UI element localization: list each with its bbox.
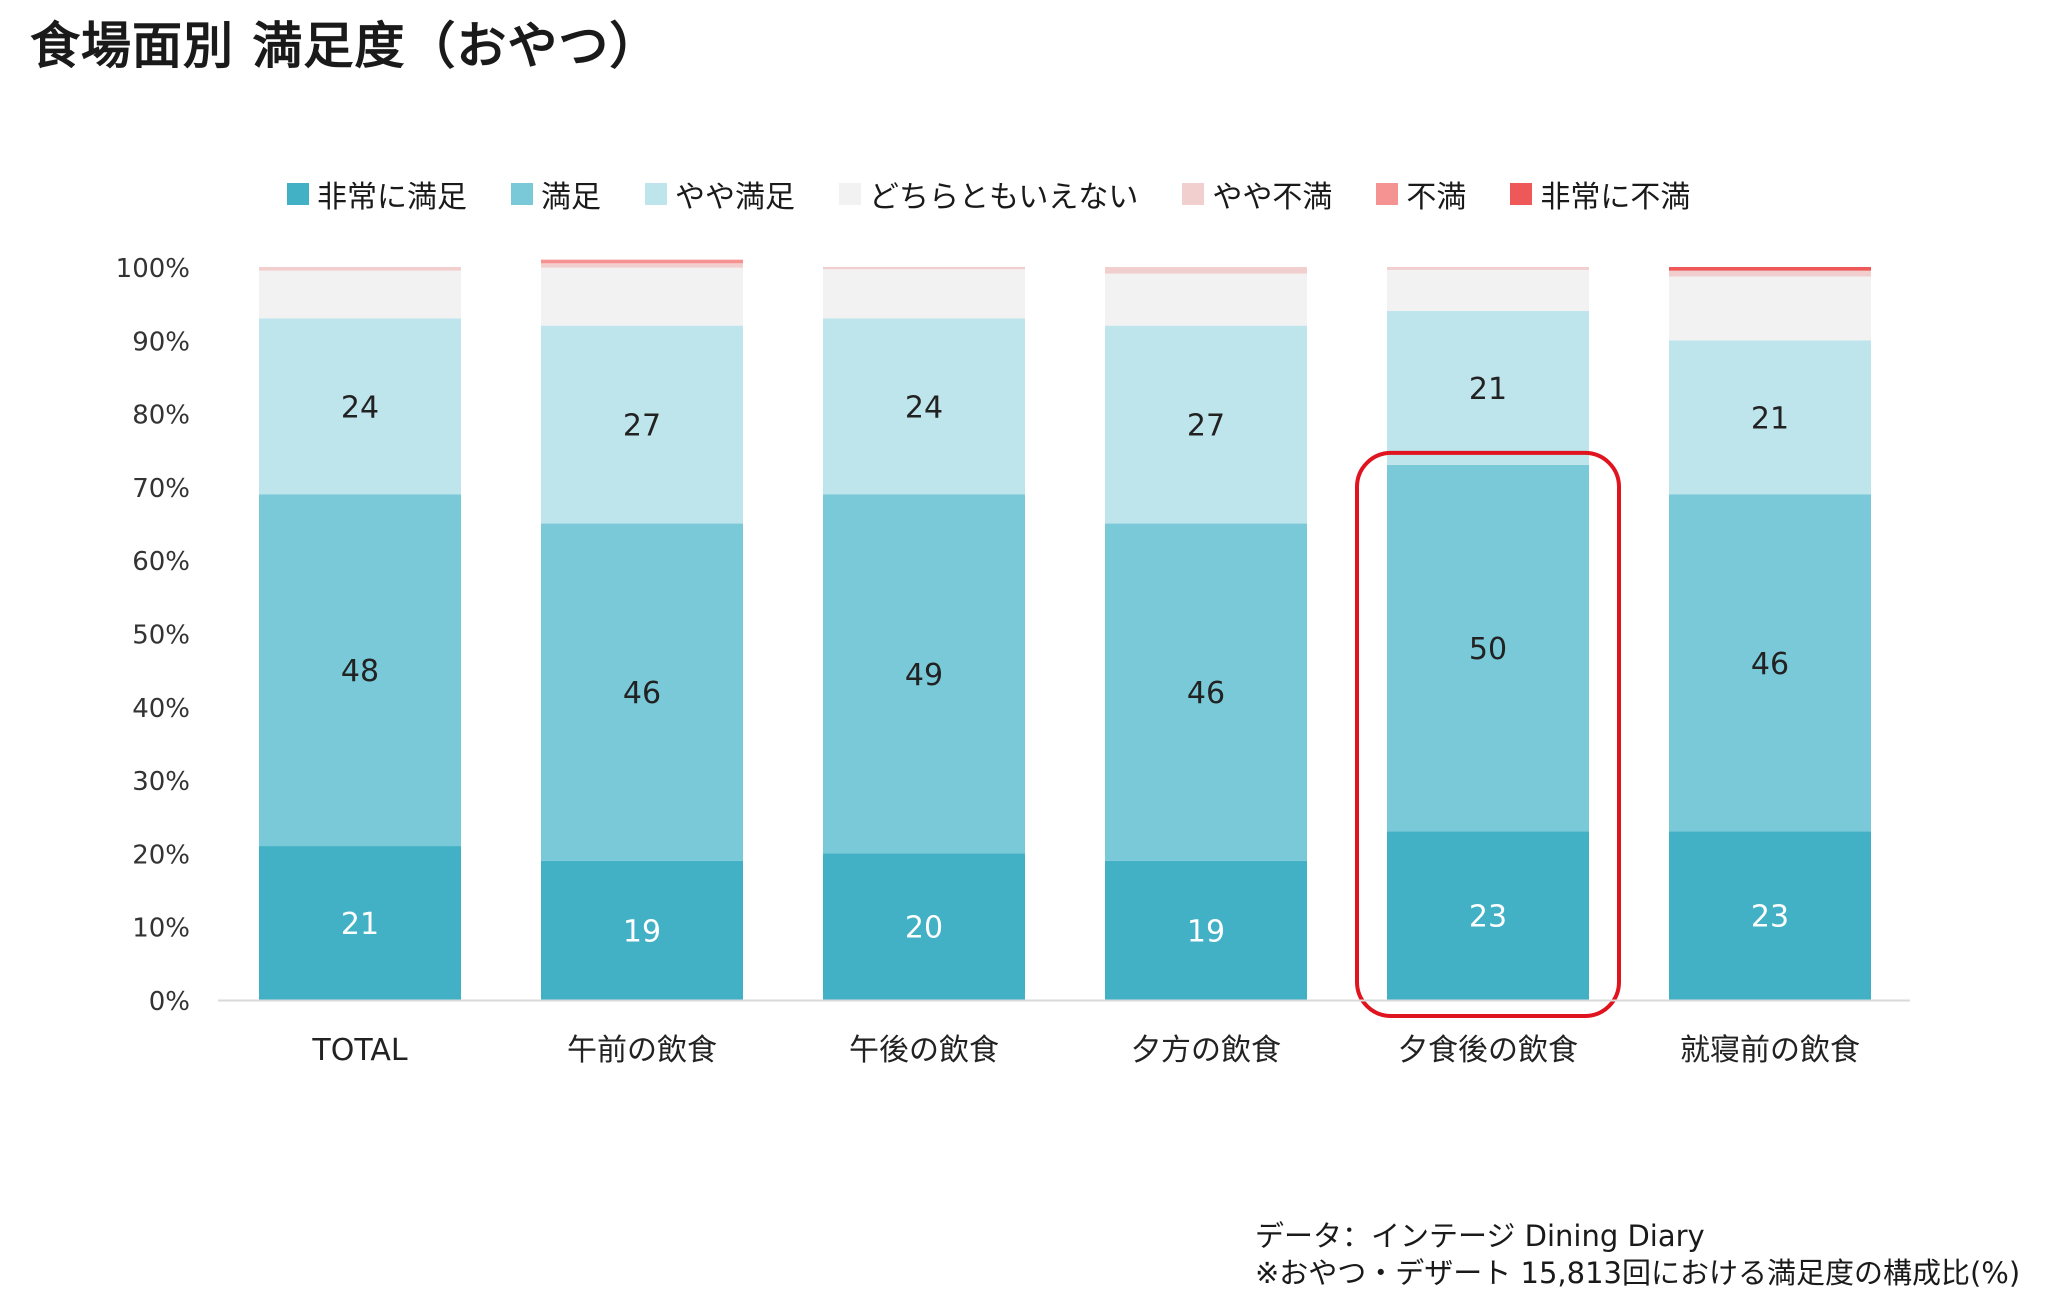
bar-segment <box>259 846 461 1000</box>
data-label: 48 <box>341 654 379 689</box>
data-label: 46 <box>1187 676 1225 711</box>
y-tick-label: 30% <box>132 767 190 797</box>
legend-swatch <box>839 183 861 205</box>
bar-segment <box>1105 325 1307 524</box>
data-label: 23 <box>1751 900 1789 935</box>
bar-segment <box>541 267 743 326</box>
legend-swatch <box>287 183 309 205</box>
bar-segment <box>1105 523 1307 861</box>
data-label: 23 <box>1469 900 1507 935</box>
bar-segment <box>259 318 461 495</box>
bar-segment <box>541 259 743 264</box>
legend-label: やや満足 <box>675 180 795 215</box>
y-tick-label: 60% <box>132 547 190 577</box>
category-label: 午後の飲食 <box>849 1033 999 1068</box>
legend-swatch <box>1182 183 1205 205</box>
y-tick-label: 10% <box>132 914 190 944</box>
y-tick-label: 0% <box>149 987 190 1017</box>
bar-segment <box>823 318 1025 495</box>
bar-segment <box>541 263 743 268</box>
category-label: TOTAL <box>311 1033 407 1068</box>
data-label: 21 <box>1469 372 1507 407</box>
category-label: 夕方の飲食 <box>1131 1033 1281 1068</box>
bar-segment <box>541 325 743 524</box>
highlight-box <box>1355 450 1621 1019</box>
legend-label: やや不満 <box>1212 180 1333 215</box>
legend-item: どちらともいえない <box>839 172 1138 216</box>
data-label: 27 <box>1187 409 1225 444</box>
bar-segment <box>1387 310 1589 465</box>
y-tick-label: 70% <box>132 474 190 504</box>
legend-item: 不満 <box>1376 172 1466 216</box>
data-label: 46 <box>1751 647 1789 682</box>
bar-segment <box>259 494 461 847</box>
category-label: 就寝前の飲食 <box>1680 1033 1860 1068</box>
legend-swatch <box>645 183 667 205</box>
legend-label: 満足 <box>541 180 601 215</box>
data-label: 19 <box>623 914 661 949</box>
legend-label: 不満 <box>1406 180 1467 215</box>
y-tick-label: 50% <box>132 621 190 651</box>
data-label: 50 <box>1469 632 1507 667</box>
data-label: 49 <box>905 658 943 693</box>
bar-segment <box>259 267 461 271</box>
bar-segment <box>1105 860 1307 1000</box>
legend-label: 非常に満足 <box>317 180 467 215</box>
legend-label: どちらともいえない <box>869 180 1139 215</box>
legend-item: やや満足 <box>645 172 795 216</box>
bar-segment <box>823 853 1025 1000</box>
bar-segment <box>1669 267 1871 271</box>
data-label: 46 <box>623 676 661 711</box>
bar-segment <box>1387 831 1589 1000</box>
data-label: 24 <box>341 390 379 425</box>
y-tick-label: 40% <box>132 694 190 724</box>
bar-segment <box>541 523 743 861</box>
bar-segment <box>1669 276 1871 341</box>
bar-segment <box>1387 269 1589 311</box>
bar-segment <box>823 494 1025 854</box>
bar-segment <box>1105 267 1307 274</box>
data-label: 20 <box>905 911 943 946</box>
bar-segment <box>1669 340 1871 495</box>
data-label: 27 <box>623 409 661 444</box>
source-line-1: データ：インテージ Dining Diary <box>1255 1219 1705 1253</box>
bar-segment <box>1669 831 1871 1000</box>
legend-item: 非常に満足 <box>287 172 467 216</box>
chart-legend: 非常に満足 満足 やや満足 どちらともいえない やや不満 不満 非常に不満 <box>287 172 1734 216</box>
category-label: 夕食後の飲食 <box>1398 1033 1578 1068</box>
y-tick-label: 80% <box>132 401 190 431</box>
legend-swatch <box>511 183 533 205</box>
data-label: 19 <box>1187 914 1225 949</box>
data-label: 24 <box>905 390 943 425</box>
source-note: データ：インテージ Dining Diary ※おやつ・デザート 15,813回… <box>1255 1218 2020 1292</box>
bar-segment <box>1669 494 1871 832</box>
legend-item: 非常に不満 <box>1510 172 1690 216</box>
page-title: 食場面別 満足度（おやつ） <box>30 17 661 75</box>
bar-segment <box>1387 464 1589 832</box>
source-line-2: ※おやつ・デザート 15,813回における満足度の構成比(%) <box>1255 1256 2021 1290</box>
bar-segment <box>1387 267 1589 270</box>
legend-item: やや不満 <box>1182 172 1332 216</box>
bar-segment <box>823 269 1025 319</box>
bar-segment <box>823 267 1025 270</box>
y-tick-label: 20% <box>132 840 190 870</box>
legend-label: 非常に不満 <box>1540 180 1691 215</box>
category-label: 午前の飲食 <box>567 1033 717 1068</box>
legend-swatch <box>1376 183 1399 205</box>
bar-segment <box>1105 273 1307 326</box>
bar-segment <box>259 270 461 319</box>
legend-item: 満足 <box>511 172 601 216</box>
data-label: 21 <box>1751 401 1789 436</box>
legend-swatch <box>1510 183 1533 205</box>
data-label: 21 <box>341 907 379 942</box>
bar-segment <box>1669 270 1871 277</box>
y-tick-label: 90% <box>132 327 190 357</box>
y-tick-label: 100% <box>116 254 190 284</box>
bar-segment <box>541 860 743 1000</box>
